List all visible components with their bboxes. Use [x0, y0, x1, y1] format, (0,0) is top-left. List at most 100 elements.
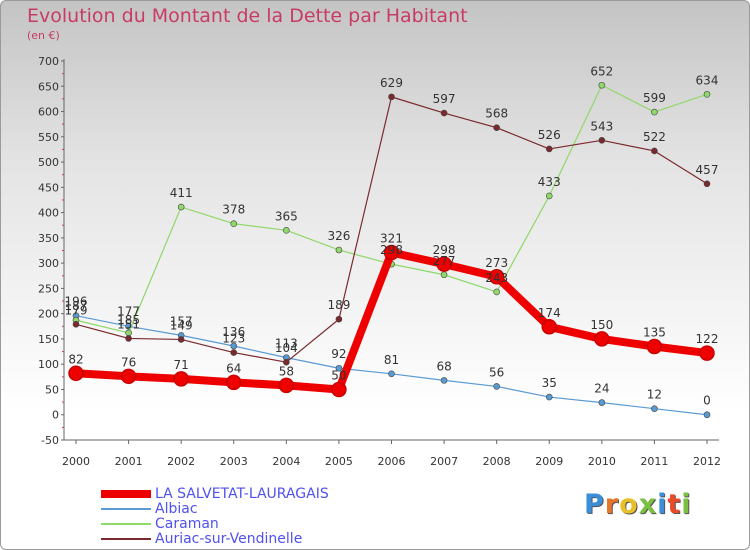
proxiti-logo: Proxiti — [584, 489, 692, 520]
data-point — [541, 319, 557, 335]
data-label: 0 — [703, 394, 711, 408]
data-label: 64 — [226, 361, 241, 375]
data-point — [383, 244, 400, 261]
data-point — [173, 371, 189, 387]
data-label: 177 — [117, 304, 140, 318]
x-tick-label: 2002 — [167, 455, 195, 468]
data-point — [646, 338, 663, 355]
data-point — [230, 342, 238, 350]
data-label: 196 — [65, 295, 88, 309]
data-label: 189 — [327, 298, 350, 312]
data-label: 136 — [222, 325, 245, 339]
data-label: 35 — [542, 376, 557, 390]
y-tick-label: 400 — [38, 207, 59, 220]
data-point — [598, 81, 606, 89]
data-point — [493, 124, 500, 132]
legend-swatch — [101, 490, 151, 498]
data-point — [388, 93, 395, 101]
series-la-salvetat-lauragais — [68, 244, 715, 398]
data-point — [545, 192, 553, 200]
y-tick-label: 0 — [52, 409, 59, 422]
data-point — [226, 374, 242, 391]
x-tick-label: 2011 — [640, 455, 668, 468]
data-point — [703, 180, 711, 188]
data-point — [278, 377, 295, 394]
data-label: 273 — [485, 256, 508, 270]
y-tick-label: 250 — [38, 282, 59, 295]
data-label: 298 — [380, 243, 403, 257]
y-tick-label: 100 — [38, 358, 59, 371]
chart-title: Evolution du Montant de la Dette par Hab… — [27, 5, 468, 27]
data-point — [436, 256, 452, 272]
series-auriac-sur-vendinelle — [72, 93, 711, 366]
data-point — [699, 345, 715, 361]
legend-label: Caraman — [155, 516, 219, 532]
y-tick-label: 300 — [38, 257, 59, 270]
x-tick-label: 2005 — [325, 455, 353, 468]
y-tick-label: 600 — [38, 106, 59, 119]
data-point — [651, 405, 658, 412]
data-label: 185 — [117, 313, 140, 327]
data-point — [598, 399, 606, 406]
data-label: 326 — [327, 229, 350, 243]
y-tick-label: 350 — [38, 232, 59, 245]
data-point — [440, 109, 448, 117]
data-label: 56 — [489, 365, 504, 379]
data-label: 24 — [594, 382, 609, 396]
data-label: 543 — [590, 119, 613, 133]
data-label: 522 — [643, 130, 666, 144]
data-point — [493, 383, 500, 390]
data-label: 597 — [433, 92, 456, 106]
data-label: 187 — [65, 299, 88, 313]
x-tick-label: 2008 — [483, 455, 511, 468]
logo-letter: t — [667, 489, 682, 520]
data-point — [388, 370, 395, 378]
y-tick-label: 550 — [38, 131, 59, 144]
data-label: 652 — [590, 64, 613, 78]
data-point — [703, 91, 711, 98]
data-point — [488, 269, 505, 285]
data-label: 174 — [538, 306, 561, 320]
data-label: 12 — [647, 388, 662, 402]
data-point — [68, 365, 84, 382]
data-point — [493, 288, 500, 296]
y-tick-label: 650 — [38, 80, 59, 93]
data-point — [440, 271, 448, 279]
data-label: 135 — [643, 326, 666, 340]
data-point — [440, 377, 448, 384]
legend-swatch — [101, 523, 151, 525]
data-label: 92 — [331, 347, 346, 361]
data-label: 150 — [590, 318, 613, 332]
logo-letter: P — [584, 489, 605, 520]
data-label: 634 — [696, 73, 719, 87]
x-tick-label: 2000 — [62, 455, 90, 468]
logo-letter: i — [657, 489, 668, 520]
data-label: 104 — [275, 341, 298, 355]
data-label: 68 — [436, 359, 451, 373]
data-point — [283, 226, 290, 234]
chart-axes: -500501001502002503003504004505005506006… — [38, 55, 721, 468]
data-point — [703, 411, 711, 419]
data-point — [125, 335, 132, 342]
data-label: 321 — [380, 232, 403, 246]
y-tick-label: 50 — [45, 383, 59, 396]
data-point — [594, 331, 610, 347]
data-label: 365 — [275, 209, 298, 223]
x-tick-label: 2001 — [115, 455, 143, 468]
data-label: 76 — [121, 355, 136, 369]
legend-swatch — [101, 508, 151, 510]
x-tick-label: 2006 — [378, 455, 406, 468]
data-point — [335, 246, 343, 254]
chart-subtitle: (en €) — [27, 29, 60, 42]
data-label: 149 — [170, 318, 193, 332]
legend-label: Auriac-sur-Vendinelle — [155, 531, 303, 547]
series-caraman — [72, 81, 711, 337]
legend-label: LA SALVETAT-LAURAGAIS — [155, 486, 329, 502]
data-point — [335, 364, 343, 372]
data-label: 433 — [538, 175, 561, 189]
data-point — [331, 381, 347, 398]
data-label: 457 — [696, 163, 719, 177]
data-label: 298 — [433, 243, 456, 257]
data-point — [283, 358, 290, 366]
